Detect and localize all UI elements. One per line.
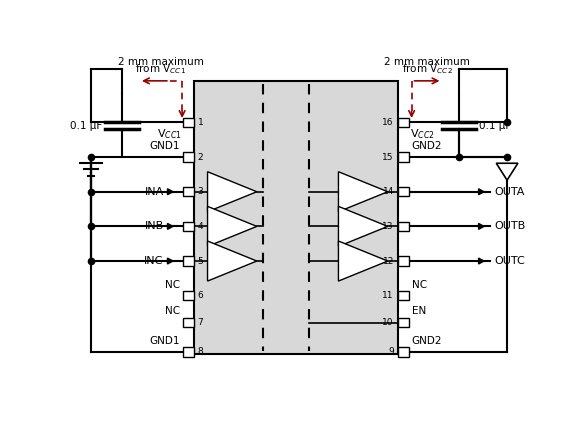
Bar — [183, 291, 194, 300]
Polygon shape — [208, 172, 257, 212]
Polygon shape — [167, 258, 173, 264]
Bar — [183, 118, 194, 127]
Text: 9: 9 — [388, 347, 394, 356]
Text: 2 mm maximum: 2 mm maximum — [118, 57, 203, 67]
Polygon shape — [479, 224, 484, 229]
Text: from V$_{CC2}$: from V$_{CC2}$ — [402, 62, 452, 76]
Text: 16: 16 — [382, 118, 394, 127]
Text: 13: 13 — [382, 222, 394, 231]
Text: GND1: GND1 — [149, 336, 180, 346]
Text: NC: NC — [412, 280, 427, 289]
Polygon shape — [339, 206, 388, 246]
Text: 2: 2 — [198, 153, 203, 162]
Bar — [183, 153, 194, 162]
Bar — [183, 347, 194, 356]
Text: EN: EN — [412, 307, 426, 316]
Text: V$_{CC2}$: V$_{CC2}$ — [410, 127, 435, 141]
Bar — [194, 81, 398, 354]
Text: INA: INA — [145, 187, 164, 197]
Text: 0.1 μF: 0.1 μF — [479, 120, 512, 131]
Text: NC: NC — [164, 307, 180, 316]
Text: 15: 15 — [382, 153, 394, 162]
Text: 14: 14 — [382, 187, 394, 196]
Polygon shape — [496, 163, 518, 180]
Bar — [398, 153, 409, 162]
Text: 12: 12 — [382, 257, 394, 266]
Text: 10: 10 — [382, 318, 394, 327]
Polygon shape — [479, 189, 484, 195]
Bar — [398, 318, 409, 327]
Text: 6: 6 — [198, 291, 203, 300]
Text: OUTA: OUTA — [494, 187, 524, 197]
Text: 7: 7 — [198, 318, 203, 327]
Polygon shape — [339, 172, 388, 212]
Bar — [398, 291, 409, 300]
Text: INC: INC — [144, 256, 164, 266]
Text: 0.1 μF: 0.1 μF — [70, 120, 102, 131]
Text: V$_{CC1}$: V$_{CC1}$ — [157, 127, 181, 141]
Bar — [183, 256, 194, 266]
Bar — [398, 222, 409, 231]
Polygon shape — [208, 241, 257, 281]
Text: from V$_{CC1}$: from V$_{CC1}$ — [135, 62, 186, 76]
Text: NC: NC — [164, 280, 180, 289]
Text: 1: 1 — [198, 118, 203, 127]
Bar — [398, 256, 409, 266]
Text: 3: 3 — [198, 187, 203, 196]
Text: GND1: GND1 — [149, 141, 180, 151]
Text: INB: INB — [145, 221, 164, 231]
Polygon shape — [167, 189, 173, 195]
Text: GND2: GND2 — [412, 336, 442, 346]
Polygon shape — [167, 224, 173, 229]
Polygon shape — [208, 206, 257, 246]
Text: 11: 11 — [382, 291, 394, 300]
Text: OUTC: OUTC — [494, 256, 525, 266]
Text: OUTB: OUTB — [494, 221, 525, 231]
Text: 5: 5 — [198, 257, 203, 266]
Text: 4: 4 — [198, 222, 203, 231]
Text: GND2: GND2 — [412, 141, 442, 151]
Bar — [183, 318, 194, 327]
Bar — [398, 187, 409, 197]
Text: 8: 8 — [198, 347, 203, 356]
Bar — [183, 222, 194, 231]
Polygon shape — [339, 241, 388, 281]
Polygon shape — [479, 258, 484, 264]
Bar — [183, 187, 194, 197]
Text: 2 mm maximum: 2 mm maximum — [384, 57, 470, 67]
Bar — [398, 347, 409, 356]
Bar — [398, 118, 409, 127]
